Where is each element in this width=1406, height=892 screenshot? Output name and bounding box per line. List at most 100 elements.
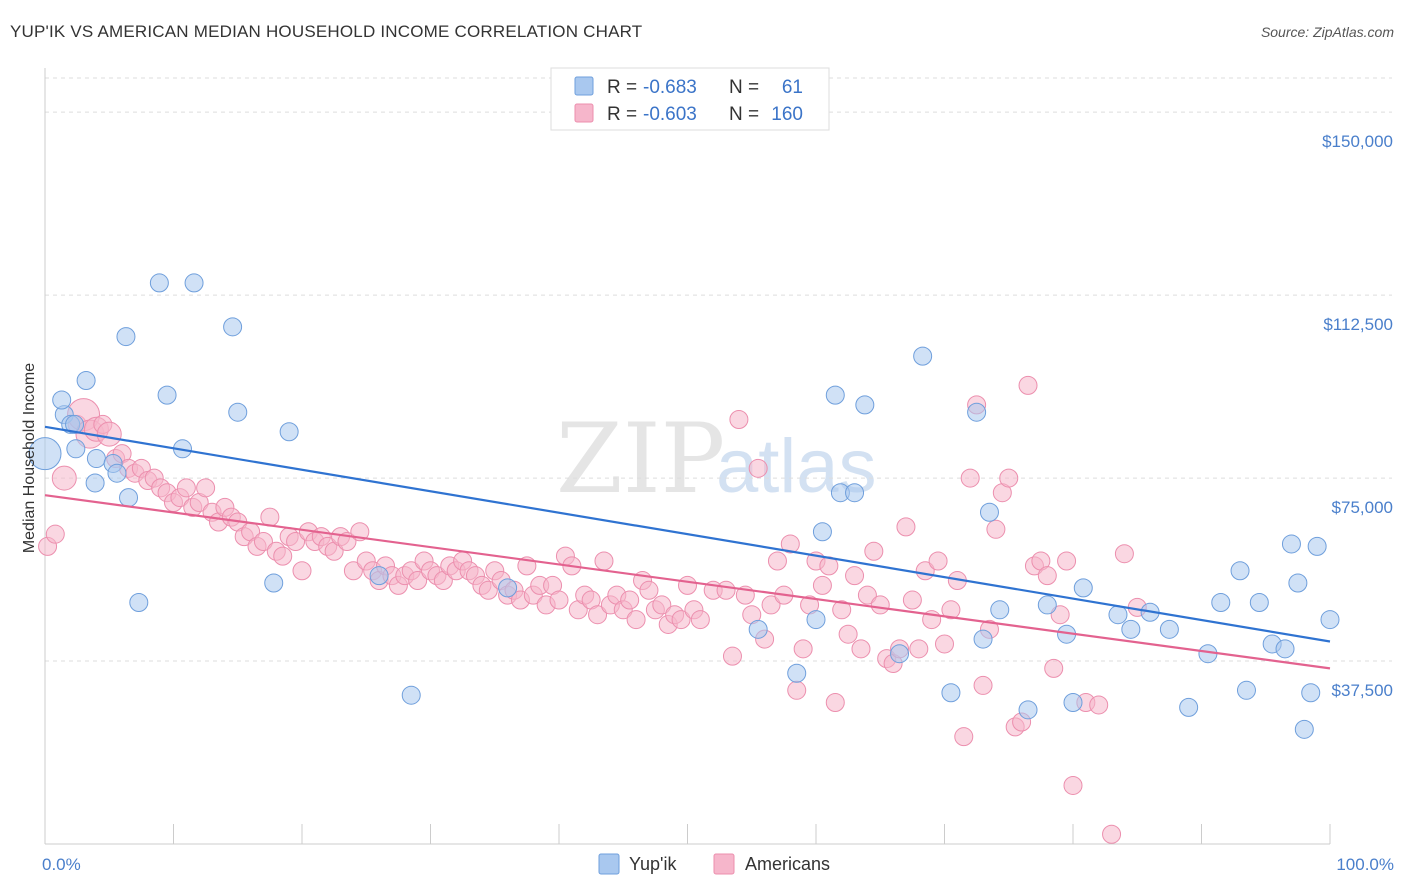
point-americans [787, 680, 807, 700]
trend-line-americans [44, 494, 1331, 670]
point-yupik [1294, 719, 1314, 739]
source-label: Source: ZipAtlas.com [1260, 24, 1394, 40]
point-americans [1018, 375, 1038, 395]
gridlines [45, 77, 1392, 662]
y-tick-label: $37,500 [1332, 681, 1393, 700]
point-americans [594, 551, 614, 571]
point-americans [870, 595, 890, 615]
point-americans [292, 561, 312, 581]
point-yupik [279, 422, 299, 442]
point-yupik [855, 395, 875, 415]
point-yupik [149, 273, 169, 293]
point-americans [902, 590, 922, 610]
point-yupik [76, 370, 96, 390]
point-yupik [228, 402, 248, 422]
point-americans [767, 551, 787, 571]
legend-n-label-americans: N = [729, 104, 759, 125]
point-yupik [1275, 639, 1295, 659]
point-americans [999, 468, 1019, 488]
point-yupik [157, 385, 177, 405]
point-yupik [107, 463, 127, 483]
point-yupik [223, 317, 243, 337]
point-americans [780, 534, 800, 554]
x-tick-label-min: 0.0% [42, 855, 81, 874]
point-yupik [845, 483, 865, 503]
point-americans [639, 580, 659, 600]
point-americans [729, 410, 749, 430]
data-points [28, 273, 1340, 844]
bottom-legend-swatch-americans [713, 853, 735, 875]
point-yupik [787, 663, 807, 683]
point-yupik [1249, 592, 1269, 612]
point-americans [864, 541, 884, 561]
point-americans [408, 571, 428, 591]
point-americans [909, 639, 929, 659]
point-americans [716, 580, 736, 600]
point-yupik [116, 327, 136, 347]
point-yupik [119, 488, 139, 508]
point-americans [690, 610, 710, 630]
point-americans [678, 575, 697, 595]
point-yupik [52, 390, 72, 410]
point-americans [45, 524, 65, 544]
point-yupik [129, 592, 149, 612]
y-tick-label: $75,000 [1332, 498, 1393, 517]
legend-swatch-yupik [574, 76, 594, 96]
bottom-legend-swatch-yupik [598, 853, 620, 875]
point-americans [96, 421, 122, 447]
point-yupik [1108, 605, 1128, 625]
point-americans [260, 507, 280, 527]
legend-swatch-americans [574, 103, 594, 123]
point-yupik [1063, 693, 1083, 713]
trend-lines [44, 425, 1331, 670]
point-americans [845, 566, 865, 586]
point-americans [51, 465, 77, 491]
point-yupik [264, 573, 284, 593]
bottom-legend-label-yupik: Yup'ik [629, 854, 677, 874]
bottom-legend: Yup'ik Americans [598, 853, 830, 875]
point-americans [620, 590, 640, 610]
watermark-zip: ZIP [556, 403, 725, 515]
point-yupik [812, 522, 832, 542]
point-americans [253, 532, 273, 552]
point-americans [857, 585, 877, 605]
point-yupik [979, 502, 999, 522]
point-yupik [967, 402, 987, 422]
point-yupik [990, 600, 1010, 620]
point-americans [176, 478, 196, 498]
point-yupik [1301, 683, 1321, 703]
point-americans [286, 532, 306, 552]
point-americans [851, 639, 871, 659]
point-americans [1057, 551, 1077, 571]
point-americans [588, 605, 608, 625]
point-yupik [66, 439, 86, 459]
point-yupik [498, 578, 518, 598]
point-yupik [1236, 680, 1256, 700]
point-americans [928, 551, 948, 571]
point-americans [973, 675, 993, 695]
point-americans [1050, 605, 1070, 625]
point-americans [671, 610, 691, 630]
point-americans [343, 561, 363, 581]
point-yupik [1307, 536, 1327, 556]
point-americans [825, 693, 845, 713]
point-yupik [1281, 534, 1301, 554]
point-americans [549, 590, 569, 610]
point-yupik [1288, 573, 1308, 593]
point-americans [1037, 566, 1057, 586]
point-yupik [1037, 595, 1057, 615]
point-yupik [401, 685, 421, 705]
point-yupik [941, 683, 961, 703]
point-yupik [1018, 700, 1038, 720]
point-yupik [1230, 561, 1250, 581]
point-yupik [1159, 619, 1179, 639]
point-americans [954, 727, 974, 747]
point-americans [832, 600, 852, 620]
point-yupik [973, 629, 993, 649]
bottom-legend-label-americans: Americans [745, 854, 830, 874]
point-yupik [825, 385, 845, 405]
axes: $37,500 $75,000 $112,500 $150,000 [44, 68, 1393, 845]
y-tick-label: $150,000 [1322, 132, 1393, 151]
point-yupik [86, 449, 106, 469]
x-tick-label-max: 100.0% [1336, 855, 1394, 874]
